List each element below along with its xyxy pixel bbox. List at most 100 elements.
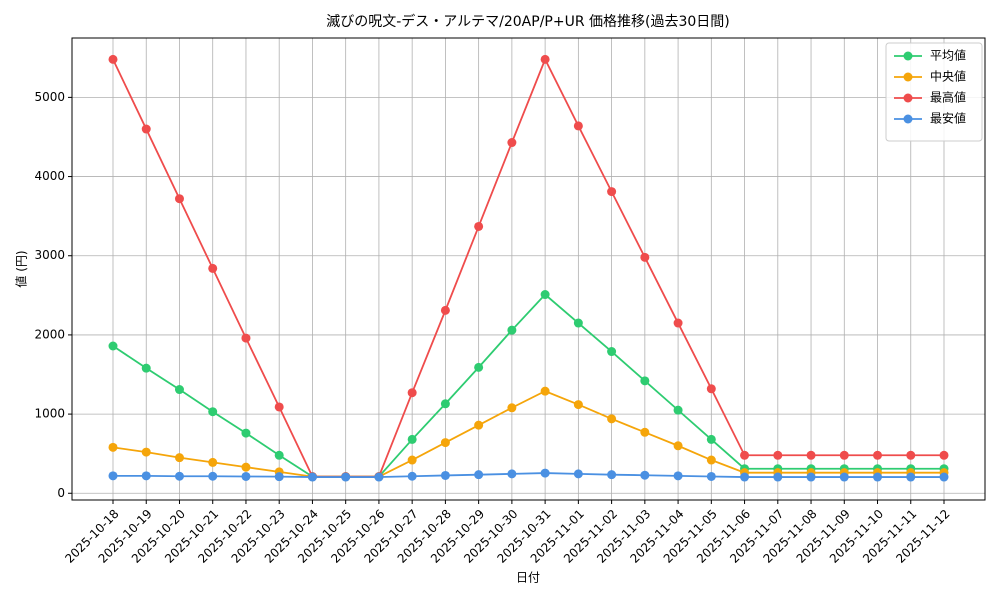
- data-point: [407, 434, 417, 444]
- data-point: [939, 472, 949, 482]
- data-point: [141, 471, 151, 481]
- legend-label: 平均値: [930, 48, 966, 63]
- series-line: [112, 57, 944, 478]
- data-point: [839, 472, 849, 482]
- x-axis-label: 日付: [516, 571, 540, 585]
- data-point: [174, 385, 184, 395]
- data-point: [274, 402, 284, 412]
- data-point: [773, 472, 783, 482]
- data-point: [374, 472, 384, 482]
- data-point: [241, 462, 251, 472]
- data-point: [474, 470, 484, 480]
- data-point: [108, 471, 118, 481]
- y-tick-label: 0: [57, 486, 65, 500]
- data-point: [839, 450, 849, 460]
- y-tick-label: 4000: [34, 169, 65, 183]
- data-point: [108, 54, 118, 64]
- data-point: [640, 470, 650, 480]
- data-point: [706, 434, 716, 444]
- data-point: [141, 447, 151, 457]
- data-point: [208, 263, 218, 273]
- data-point: [407, 471, 417, 481]
- data-point: [573, 121, 583, 131]
- data-point: [706, 455, 716, 465]
- data-point: [440, 470, 450, 480]
- series-line: [112, 293, 944, 478]
- legend-label: 最安値: [930, 111, 966, 126]
- data-point: [507, 469, 517, 479]
- data-point: [174, 194, 184, 204]
- data-point: [640, 376, 650, 386]
- data-point: [274, 472, 284, 482]
- data-point: [573, 469, 583, 479]
- data-point: [607, 414, 617, 424]
- data-point: [474, 420, 484, 430]
- data-point: [906, 450, 916, 460]
- data-point: [108, 442, 118, 452]
- data-point: [740, 450, 750, 460]
- data-point: [274, 450, 284, 460]
- y-tick-label: 3000: [34, 248, 65, 262]
- data-point: [208, 471, 218, 481]
- data-point: [141, 363, 151, 373]
- plot-frame: [71, 37, 986, 501]
- y-tick-label: 2000: [34, 327, 65, 341]
- data-point: [673, 441, 683, 451]
- data-point: [241, 333, 251, 343]
- series-line: [112, 390, 944, 478]
- data-point: [474, 221, 484, 231]
- data-point: [873, 450, 883, 460]
- legend-marker: [903, 72, 913, 82]
- y-axis-label: 値 (円): [14, 250, 29, 287]
- data-point: [474, 362, 484, 372]
- data-point: [906, 472, 916, 482]
- data-point: [607, 470, 617, 480]
- chart-title: 滅びの呪文-デス・アルテマ/20AP/P+UR 価格推移(過去30日間): [326, 13, 730, 30]
- legend-marker: [903, 93, 913, 103]
- data-point: [540, 468, 550, 478]
- data-point: [407, 388, 417, 398]
- data-point: [174, 453, 184, 463]
- y-tick-label: 1000: [34, 407, 65, 421]
- y-tick-label: 5000: [34, 90, 65, 104]
- data-point: [341, 472, 351, 482]
- series-line: [113, 472, 944, 478]
- data-point: [208, 457, 218, 467]
- data-point: [440, 305, 450, 315]
- data-point: [573, 318, 583, 328]
- data-point: [440, 399, 450, 409]
- data-point: [939, 450, 949, 460]
- data-point: [740, 472, 750, 482]
- data-point: [507, 325, 517, 335]
- data-point: [540, 386, 550, 396]
- data-point: [607, 187, 617, 197]
- data-point: [440, 438, 450, 448]
- data-point: [507, 403, 517, 413]
- data-point: [706, 384, 716, 394]
- data-point: [540, 54, 550, 64]
- legend-marker: [903, 51, 913, 61]
- data-point: [241, 428, 251, 438]
- data-point: [540, 290, 550, 300]
- data-point: [806, 450, 816, 460]
- data-point: [873, 472, 883, 482]
- data-point: [673, 405, 683, 415]
- data-point: [673, 318, 683, 328]
- data-point: [507, 138, 517, 148]
- legend-marker: [903, 114, 913, 124]
- data-point: [640, 427, 650, 437]
- legend-label: 中央値: [930, 69, 966, 84]
- data-point: [640, 252, 650, 262]
- data-point: [773, 450, 783, 460]
- data-point: [607, 347, 617, 357]
- data-point: [706, 471, 716, 481]
- data-point: [174, 471, 184, 481]
- data-point: [208, 407, 218, 417]
- data-point: [241, 471, 251, 481]
- data-point: [407, 455, 417, 465]
- data-point: [141, 124, 151, 134]
- data-point: [573, 400, 583, 410]
- legend-label: 最高値: [930, 90, 966, 105]
- data-point: [806, 472, 816, 482]
